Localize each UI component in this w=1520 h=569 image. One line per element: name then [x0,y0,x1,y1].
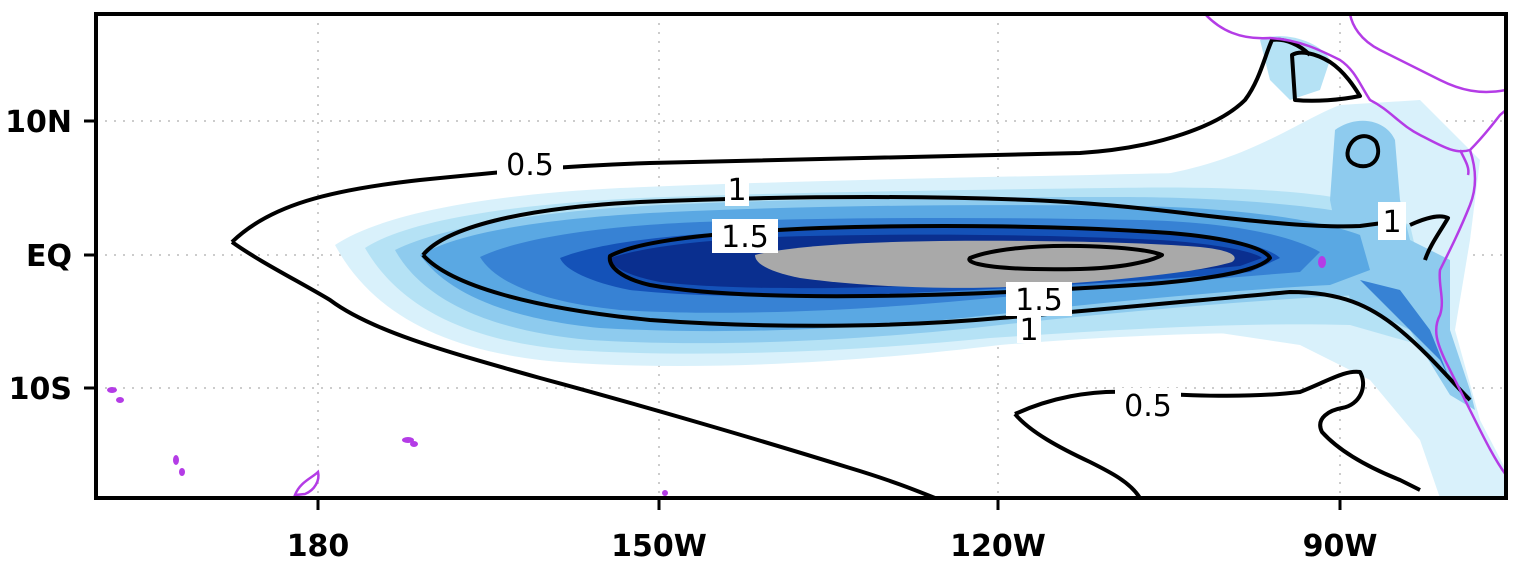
contour-label-1-east: 1 [1378,202,1406,240]
shade-coastal-north [1260,36,1330,100]
y-tick-label-10n: 10N [5,105,72,140]
y-tick-label-eq: EQ [26,239,72,274]
contour-label-1-north: 1 [725,172,749,208]
contour-label-1-south: 1 [1017,313,1041,348]
coastlines [1204,14,1506,476]
contour-0.5-north [230,37,1312,244]
contour-label-text: 1.5 [1015,283,1063,318]
plot-area: 0.5 1 1.5 1.5 1 1 [96,14,1506,498]
x-tick-label-120w: 120W [950,529,1046,564]
contour-0.5-north-east-loop [1290,50,1362,103]
coastline-central-america [1458,149,1470,176]
shade-mid-east-tongue [1360,280,1450,380]
contour-label-text: 0.5 [506,148,554,183]
y-axis-labels: 10N EQ 10S [5,105,72,407]
contour-2-inner [967,243,1164,272]
contour-label-0.5-north: 0.5 [497,147,563,183]
island [107,387,117,393]
x-axis-labels: 180 150W 120W 90W [287,529,1378,564]
island [662,490,668,496]
contour-label-text: 0.5 [1124,389,1172,424]
island [116,397,124,403]
island [179,468,185,476]
x-tick-label-150w: 150W [611,529,707,564]
x-tick-label-180: 180 [287,529,350,564]
contour-1-east-loop [1345,134,1381,169]
gridlines [96,14,1506,498]
island [293,469,320,497]
coastline-americas [1204,14,1506,476]
islands [107,256,1326,497]
island [402,437,414,443]
tick-marks [84,119,1342,510]
island [410,441,418,447]
contour-label-text: 1 [1382,205,1401,240]
contour-label-text: 1 [727,173,746,208]
contour-0.5-south [230,240,936,498]
y-tick-label-10s: 10S [9,372,72,407]
contour-label-0.5-south: 0.5 [1115,388,1181,424]
contour-1-north [421,195,1391,257]
contour-1-east [1409,214,1450,261]
island [173,455,179,465]
contour-label-text: 1 [1019,313,1038,348]
contour-label-text: 1.5 [721,220,769,255]
contour-labels: 0.5 1 1.5 1.5 1 1 [497,147,1406,424]
x-tick-label-90w: 90W [1303,529,1378,564]
contour-label-1.5-south: 1.5 [1006,282,1072,318]
shade-light-east-patch [1330,120,1475,411]
shade-max-gray [755,240,1235,288]
island [1318,256,1326,268]
contour-1.5-outer [607,223,1272,299]
contour-label-1.5-north: 1.5 [712,219,778,255]
